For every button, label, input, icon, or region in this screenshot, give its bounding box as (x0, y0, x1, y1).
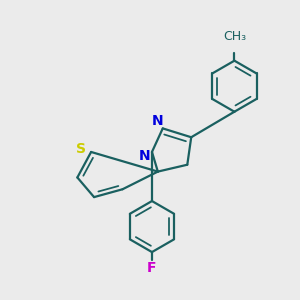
Text: CH₃: CH₃ (223, 30, 246, 43)
Text: S: S (76, 142, 86, 156)
Text: N: N (138, 149, 150, 163)
Text: F: F (147, 261, 157, 275)
Text: N: N (152, 114, 164, 128)
